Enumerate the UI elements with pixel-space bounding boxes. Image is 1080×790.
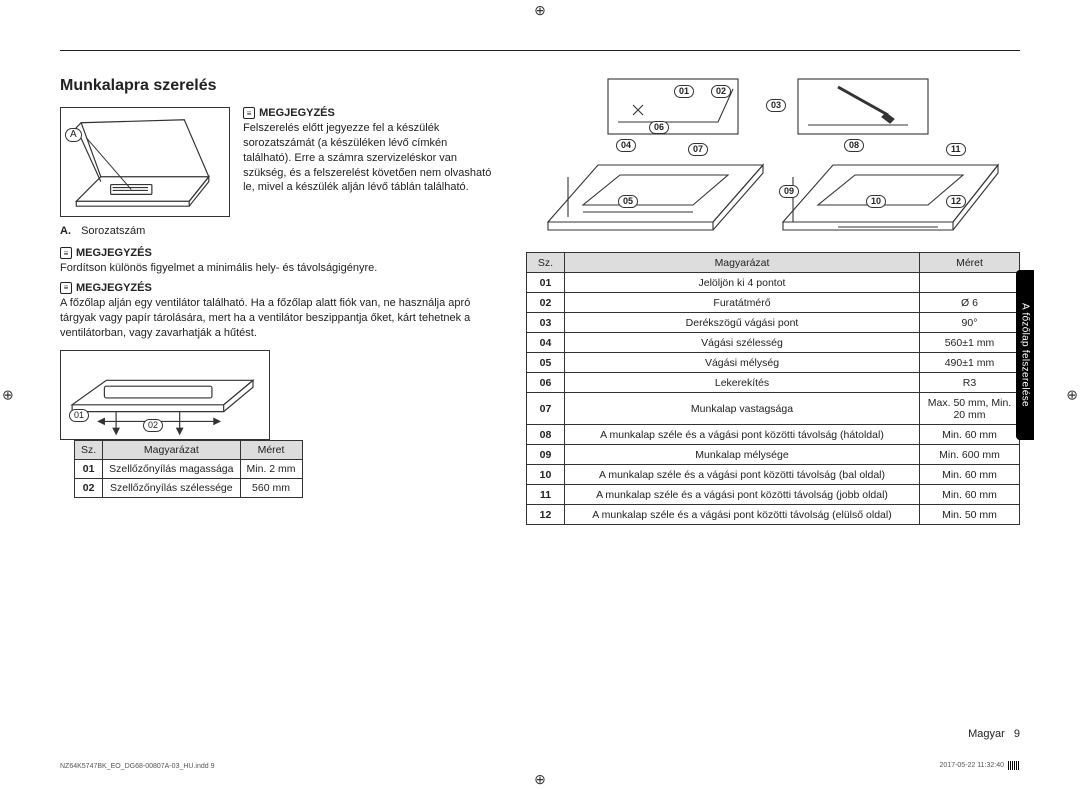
table-row: 04Vágási szélesség560±1 mm <box>527 333 1020 353</box>
callout-05: 05 <box>618 195 638 208</box>
ventilation-table: Sz. Magyarázat Méret 01 Szellőzőnyílás m… <box>74 440 303 498</box>
legend-a-text: Sorozatszám <box>81 225 145 237</box>
note-heading: MEGJEGYZÉS <box>259 107 335 119</box>
note-serial: ≡ MEGJEGYZÉS Felszerelés előtt jegyezze … <box>243 107 493 195</box>
barcode-icon <box>1008 761 1020 770</box>
table-row: 08A munkalap széle és a vágási pont közö… <box>527 425 1020 445</box>
figure-countertop: 01 02 03 04 05 06 07 08 09 10 11 12 <box>526 77 1020 242</box>
table-row: 01 Szellőzőnyílás magassága Min. 2 mm <box>75 460 303 479</box>
side-tab-label: A főzőlap felszerelése <box>1020 303 1031 407</box>
callout-11: 11 <box>946 143 966 156</box>
note-fan-text: A főzőlap alján egy ventilátor található… <box>60 296 500 341</box>
th-sz: Sz. <box>527 253 565 273</box>
callout-02: 02 <box>711 85 731 98</box>
legend-a-key: A. <box>60 225 78 237</box>
footer-page-number: 9 <box>1014 728 1020 740</box>
note-distance-text: Fordítson különös figyelmet a minimális … <box>60 261 500 276</box>
callout-10: 10 <box>866 195 886 208</box>
th-sz: Sz. <box>75 441 103 460</box>
imposition-timestamp: 2017-05-22 11:32:40 <box>940 761 1020 770</box>
table-row: 05Vágási mélység490±1 mm <box>527 353 1020 373</box>
table-row: 06LekerekítésR3 <box>527 373 1020 393</box>
callout-02: 02 <box>143 419 163 432</box>
note-heading: MEGJEGYZÉS <box>76 282 152 294</box>
th-size: Méret <box>240 441 302 460</box>
table-row: 02 Szellőzőnyílás szélessége 560 mm <box>75 479 303 498</box>
table-row: 11A munkalap széle és a vágási pont közö… <box>527 485 1020 505</box>
imposition-filename: NZ64K5747BK_EO_DG68-00807A-03_HU.indd 9 <box>60 763 215 770</box>
registration-mark-icon: ⊕ <box>2 387 14 404</box>
table-row: 10A munkalap széle és a vágási pont közö… <box>527 465 1020 485</box>
section-title: Munkalapra szerelés <box>60 77 500 95</box>
page-footer: Magyar 9 <box>968 728 1020 740</box>
callout-07: 07 <box>688 143 708 156</box>
registration-mark-icon: ⊕ <box>534 771 546 788</box>
table-row: 07Munkalap vastagságaMax. 50 mm, Min. 20… <box>527 393 1020 425</box>
side-tab: A főzőlap felszerelése <box>1016 270 1034 440</box>
callout-12: 12 <box>946 195 966 208</box>
callout-08: 08 <box>844 139 864 152</box>
callout-04: 04 <box>616 139 636 152</box>
callout-01: 01 <box>69 409 89 422</box>
figure-serial-plate: A <box>60 107 230 217</box>
note-icon: ≡ <box>60 282 72 294</box>
figure-ventilation: 01 02 <box>60 350 270 440</box>
th-size: Méret <box>920 253 1020 273</box>
dimensions-table: Sz. Magyarázat Méret 01Jelöljön ki 4 pon… <box>526 252 1020 525</box>
callout-03: 03 <box>766 99 786 112</box>
callout-01: 01 <box>674 85 694 98</box>
callout-06: 06 <box>649 121 669 134</box>
table-row: 09Munkalap mélységeMin. 600 mm <box>527 445 1020 465</box>
registration-mark-icon: ⊕ <box>1066 387 1078 404</box>
th-desc: Magyarázat <box>103 441 240 460</box>
legend-a: A. Sorozatszám <box>60 225 500 237</box>
table-row: 03Derékszögű vágási pont90° <box>527 313 1020 333</box>
registration-mark-icon: ⊕ <box>534 2 546 19</box>
figure-label-a: A <box>65 128 82 142</box>
table-row: 12A munkalap széle és a vágási pont közö… <box>527 505 1020 525</box>
table-row: 01Jelöljön ki 4 pontot <box>527 273 1020 293</box>
table-row: 02FuratátmérőØ 6 <box>527 293 1020 313</box>
note-icon: ≡ <box>60 247 72 259</box>
page-content: Munkalapra szerelés <box>60 50 1020 740</box>
left-column: Munkalapra szerelés <box>60 77 500 525</box>
top-rule <box>60 50 1020 51</box>
note-heading: MEGJEGYZÉS <box>76 247 152 259</box>
note-serial-text: Felszerelés előtt jegyezze fel a készülé… <box>243 121 493 195</box>
th-desc: Magyarázat <box>565 253 920 273</box>
callout-09: 09 <box>779 185 799 198</box>
footer-language: Magyar <box>968 728 1005 740</box>
right-column: 01 02 03 04 05 06 07 08 09 10 11 12 Sz. … <box>526 77 1020 525</box>
note-icon: ≡ <box>243 107 255 119</box>
